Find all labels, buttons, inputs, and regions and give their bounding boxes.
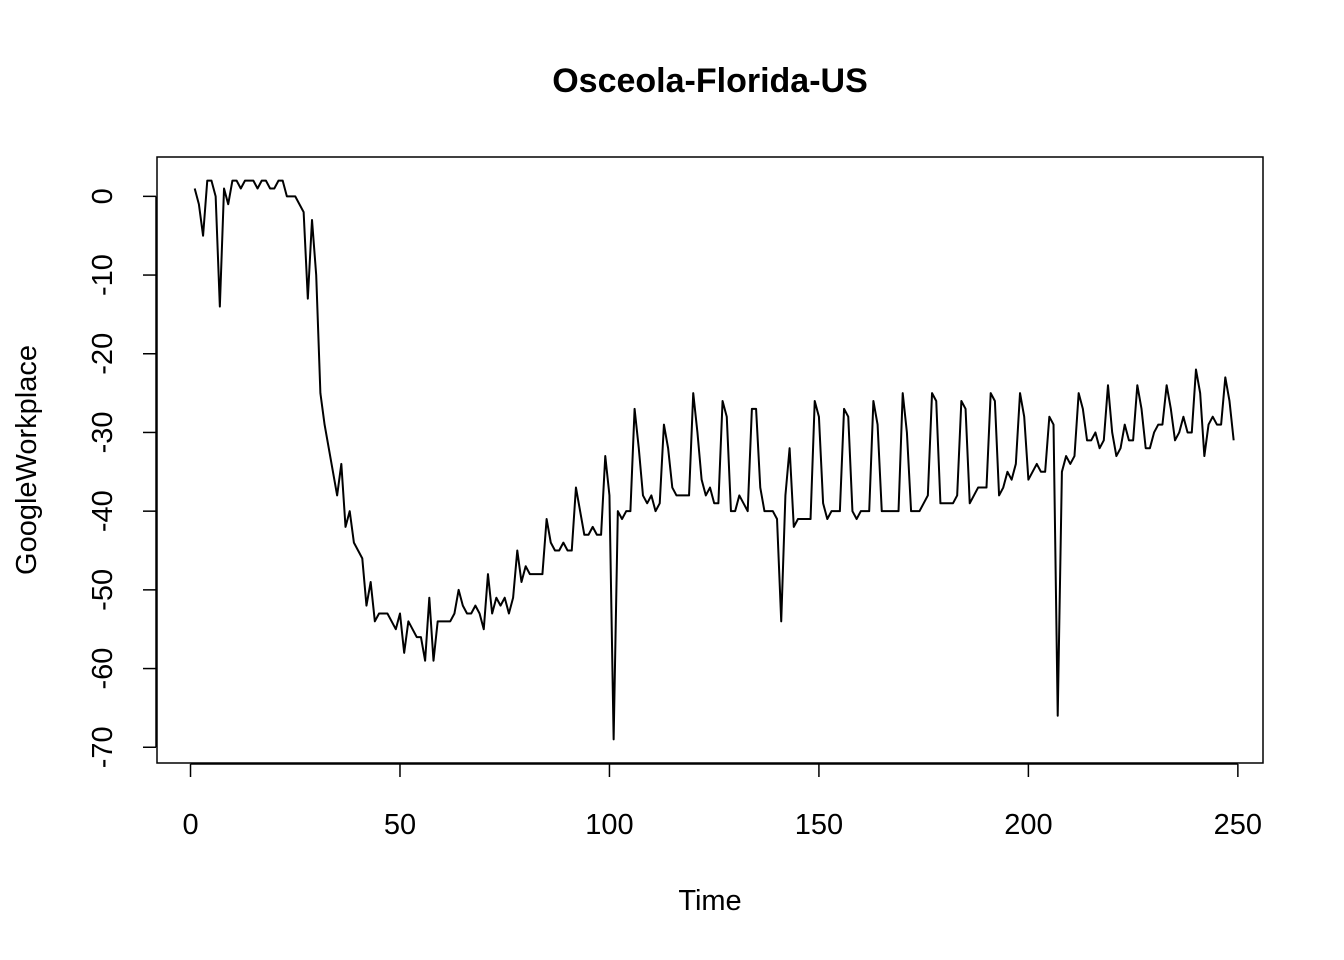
series-line-1 bbox=[193, 179, 1235, 741]
x-tick-label: 0 bbox=[182, 809, 198, 841]
x-axis-label: Time bbox=[678, 885, 741, 917]
y-tick-label: -50 bbox=[87, 569, 119, 611]
y-axis-label: GoogleWorkplace bbox=[11, 345, 43, 575]
x-tick-label: 250 bbox=[1214, 809, 1262, 841]
y-tick-label: -20 bbox=[87, 333, 119, 375]
y-axis: 0 -10 -20 -30 -40 -50 -60 -70 bbox=[87, 188, 157, 768]
series-layer bbox=[193, 179, 1235, 741]
y-tick-label: -40 bbox=[87, 490, 119, 532]
x-axis: 0 50 100 150 200 250 bbox=[182, 763, 1262, 841]
y-tick-label: -60 bbox=[87, 648, 119, 690]
x-tick-label: 150 bbox=[795, 809, 843, 841]
x-tick-label: 50 bbox=[384, 809, 416, 841]
x-tick-label: 200 bbox=[1004, 809, 1052, 841]
x-tick-label: 100 bbox=[585, 809, 633, 841]
y-tick-label: -70 bbox=[87, 726, 119, 768]
y-tick-label: -10 bbox=[87, 254, 119, 296]
chart-title: Osceola-Florida-US bbox=[552, 62, 868, 100]
y-tick-label: -30 bbox=[87, 411, 119, 453]
plot-frame bbox=[156, 156, 1264, 764]
y-tick-label: 0 bbox=[87, 188, 119, 204]
